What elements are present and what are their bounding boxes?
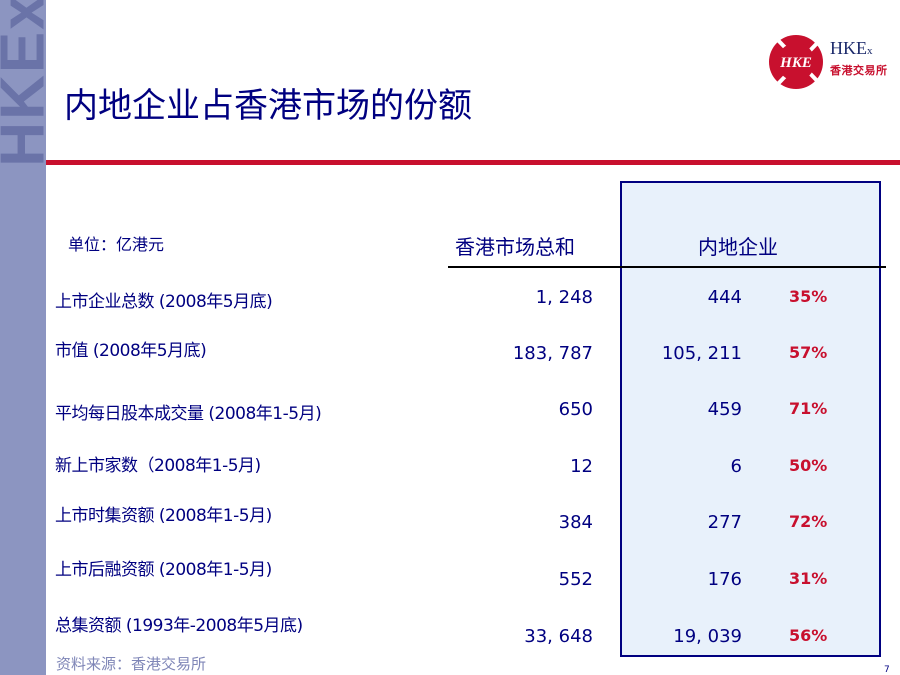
- row-mainland-value: 176: [707, 569, 742, 590]
- row-total-value: 552: [558, 569, 593, 590]
- mainland-highlight-box: [620, 181, 881, 657]
- row-total-value: 12: [570, 456, 593, 477]
- row-share-percent: 50%: [789, 456, 828, 475]
- row-label: 市值 (2008年5月底): [55, 341, 207, 361]
- hkex-logo-icon: HKE: [769, 34, 826, 90]
- brand-name-suffix: x: [867, 45, 873, 57]
- row-mainland-value: 277: [707, 512, 742, 533]
- unit-label: 单位：亿港元: [68, 235, 165, 254]
- row-total-value: 33, 648: [524, 626, 593, 647]
- row-label: 新上市家数（2008年1-5月): [55, 456, 261, 476]
- row-total-value: 650: [558, 399, 593, 420]
- row-share-percent: 57%: [789, 343, 828, 362]
- page-title: 内地企业占香港市场的份额: [64, 86, 472, 126]
- row-mainland-value: 6: [730, 456, 742, 477]
- row-total-value: 183, 787: [512, 343, 593, 364]
- brand-subtitle: 香港交易所: [830, 64, 888, 77]
- row-mainland-value: 105, 211: [661, 343, 742, 364]
- title-divider: [46, 160, 900, 165]
- brand-name: HKEx: [830, 38, 873, 59]
- brand-name-main: HKE: [830, 38, 867, 58]
- row-label: 上市时集资额 (2008年1-5月): [55, 506, 272, 526]
- source-note: 资料来源：香港交易所: [56, 655, 207, 673]
- row-share-percent: 71%: [789, 399, 828, 418]
- row-total-value: 1, 248: [535, 287, 593, 308]
- row-share-percent: 72%: [789, 512, 828, 531]
- row-label: 总集资额 (1993年-2008年5月底): [55, 616, 303, 636]
- column-header-total: 香港市场总和: [455, 235, 575, 259]
- sidebar-band: HKEx: [0, 0, 46, 675]
- row-mainland-value: 19, 039: [673, 626, 742, 647]
- row-share-percent: 35%: [789, 287, 828, 306]
- hkex-brand-logo: HKE HKEx 香港交易所: [768, 32, 898, 92]
- row-label: 上市后融资额 (2008年1-5月): [55, 560, 272, 580]
- row-label: 上市企业总数 (2008年5月底): [55, 292, 273, 312]
- header-divider: [448, 266, 886, 268]
- column-header-mainland: 内地企业: [698, 235, 778, 259]
- row-mainland-value: 459: [707, 399, 742, 420]
- row-total-value: 384: [558, 512, 593, 533]
- row-label: 平均每日股本成交量 (2008年1-5月): [55, 404, 322, 424]
- sidebar-logo: HKEx: [0, 0, 46, 167]
- row-share-percent: 31%: [789, 569, 828, 588]
- logo-mark-text: HKE: [779, 55, 812, 71]
- row-mainland-value: 444: [707, 287, 742, 308]
- page-number: 7: [884, 665, 890, 675]
- row-share-percent: 56%: [789, 626, 828, 645]
